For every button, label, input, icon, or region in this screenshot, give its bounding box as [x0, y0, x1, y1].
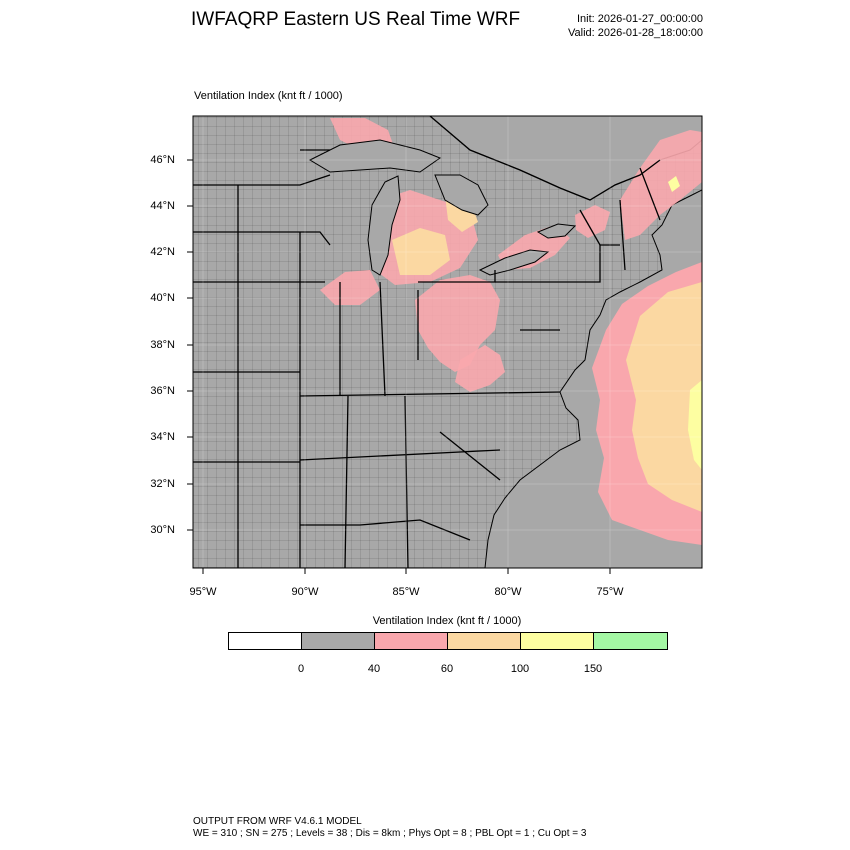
legend-swatch-green	[594, 633, 667, 649]
lake-superior	[308, 139, 442, 173]
valid-time: Valid: 2026-01-28_18:00:00	[568, 27, 703, 39]
lake-huron	[434, 174, 489, 216]
model-info-line1: OUTPUT FROM WRF V4.6.1 MODEL	[193, 816, 362, 827]
lat-label-42n: 42°N	[150, 246, 175, 258]
model-info-line2: WE = 310 ; SN = 275 ; Levels = 38 ; Dis …	[193, 828, 587, 839]
legend-swatch-gray	[302, 633, 375, 649]
lon-label-85w: 85°W	[392, 586, 420, 598]
lake-erie	[478, 249, 550, 276]
atlantic-yellow-field	[688, 380, 702, 470]
lon-label-75w: 75°W	[596, 586, 624, 598]
field-label: Ventilation Index (knt ft / 1000)	[194, 90, 343, 102]
lat-label-44n: 44°N	[150, 200, 175, 212]
pink-zone-new-york	[575, 205, 610, 238]
legend-swatch-pink	[375, 633, 448, 649]
lon-label-80w: 80°W	[494, 586, 522, 598]
lat-label-38n: 38°N	[150, 339, 175, 351]
canada-boundary	[300, 116, 661, 201]
lon-label-95w: 95°W	[189, 586, 217, 598]
lat-label-36n: 36°N	[150, 385, 175, 397]
pink-zone-new-england	[620, 130, 702, 240]
legend-tick-40: 40	[367, 663, 381, 675]
axis-ticks	[187, 159, 611, 574]
legend-tick-150: 150	[583, 663, 603, 675]
lat-label-32n: 32°N	[150, 478, 175, 490]
pink-zone-ohio-valley	[415, 275, 500, 372]
pink-zone-indiana-north	[320, 270, 380, 305]
lake-michigan	[367, 175, 401, 276]
init-time: Init: 2026-01-27_00:00:00	[577, 13, 703, 25]
graticule	[193, 116, 702, 568]
legend-swatch-tan	[448, 633, 521, 649]
legend-tick-60: 60	[440, 663, 454, 675]
map-frame	[192, 115, 703, 569]
lon-label-90w: 90°W	[291, 586, 319, 598]
legend-tick-0: 0	[297, 663, 305, 675]
legend-swatch-yellow	[521, 633, 594, 649]
lat-label-34n: 34°N	[150, 431, 175, 443]
lat-label-46n: 46°N	[150, 154, 175, 166]
lat-label-40n: 40°N	[150, 292, 175, 304]
legend-title: Ventilation Index (knt ft / 1000)	[372, 615, 522, 627]
legend-tick-100: 100	[510, 663, 530, 675]
tan-zone-michigan	[392, 228, 450, 275]
state-boundaries	[193, 167, 661, 568]
lake-ontario	[536, 223, 577, 239]
pink-zone-west-virginia	[455, 345, 505, 392]
color-legend-bar	[228, 632, 668, 650]
legend-swatch-white	[229, 633, 302, 649]
atlantic-tan-field	[626, 282, 702, 512]
plot-title: IWFAQRP Eastern US Real Time WRF	[191, 9, 521, 30]
lat-label-30n: 30°N	[150, 524, 175, 536]
yellow-zone-maine	[668, 176, 680, 192]
